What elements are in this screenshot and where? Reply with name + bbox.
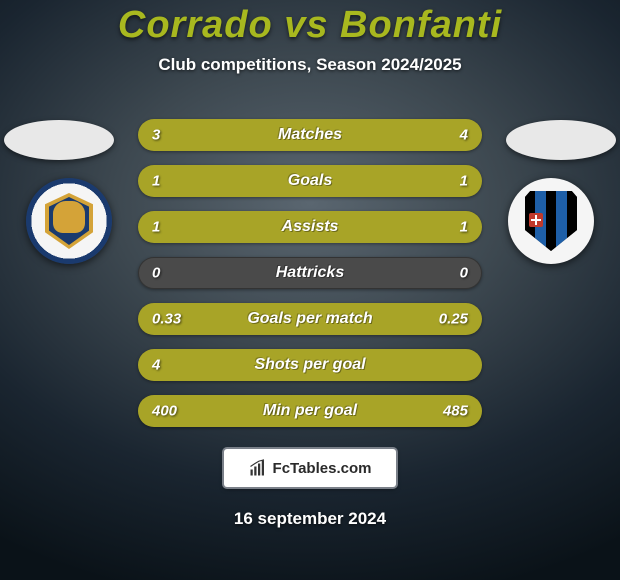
stat-label: Hattricks	[276, 264, 344, 282]
stat-row: 0 0 Hattricks	[138, 257, 482, 289]
stat-row: 1 1 Assists	[138, 211, 482, 243]
date-text: 16 september 2024	[234, 509, 386, 529]
stat-value-left: 1	[152, 173, 160, 190]
stat-label: Goals per match	[247, 310, 372, 328]
player-photo-right	[506, 120, 616, 160]
player-photo-left	[4, 120, 114, 160]
stat-label: Min per goal	[263, 402, 357, 420]
source-badge-text: FcTables.com	[273, 460, 372, 477]
stat-value-left: 3	[152, 127, 160, 144]
stat-value-left: 4	[152, 357, 160, 374]
stat-row: 0.33 0.25 Goals per match	[138, 303, 482, 335]
stat-value-left: 1	[152, 219, 160, 236]
source-badge: FcTables.com	[224, 449, 396, 487]
stat-value-right: 4	[460, 127, 468, 144]
stat-row: 4 Shots per goal	[138, 349, 482, 381]
stat-fill-left	[138, 165, 310, 197]
stat-value-left: 0	[152, 265, 160, 282]
content-container: Corrado vs Bonfanti Club competitions, S…	[0, 0, 620, 580]
stat-value-right: 0.25	[439, 311, 468, 328]
club-crest-left	[26, 178, 112, 264]
stat-label: Matches	[278, 126, 342, 144]
stat-row: 1 1 Goals	[138, 165, 482, 197]
stat-value-right: 485	[443, 403, 468, 420]
stat-value-right: 1	[460, 173, 468, 190]
stat-label: Assists	[282, 218, 339, 236]
club-crest-left-shield	[45, 193, 93, 249]
stat-label: Goals	[288, 172, 332, 190]
stats-list: 3 4 Matches 1 1 Goals 1 1 Assists 0 0 Hattricks 0.33…	[138, 119, 482, 427]
chart-icon	[249, 459, 267, 477]
stat-value-left: 0.33	[152, 311, 181, 328]
stat-row: 400 485 Min per goal	[138, 395, 482, 427]
club-crest-right	[508, 178, 594, 264]
stat-value-right: 1	[460, 219, 468, 236]
stat-row: 3 4 Matches	[138, 119, 482, 151]
stat-value-left: 400	[152, 403, 177, 420]
subtitle: Club competitions, Season 2024/2025	[158, 55, 461, 75]
club-crest-right-shield	[525, 191, 577, 251]
stat-value-right: 0	[460, 265, 468, 282]
stat-fill-right	[310, 165, 482, 197]
stat-label: Shots per goal	[254, 356, 365, 374]
page-title: Corrado vs Bonfanti	[118, 4, 502, 47]
